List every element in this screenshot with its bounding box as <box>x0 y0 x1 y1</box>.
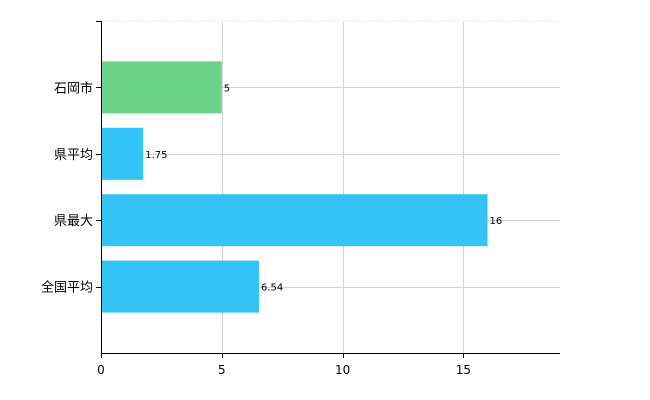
axis-layer <box>96 21 560 358</box>
bar <box>102 194 488 247</box>
category-label: 石岡市 <box>54 80 93 96</box>
x-tick-label: 0 <box>97 363 105 377</box>
category-label: 県最大 <box>54 214 93 229</box>
data-label: 6.54 <box>261 283 283 294</box>
bar <box>102 127 144 180</box>
x-tick-label: 5 <box>218 363 226 377</box>
data-label: 16 <box>490 216 503 227</box>
x-tick-label: 15 <box>456 363 471 377</box>
category-label: 県平均 <box>54 148 93 163</box>
bar <box>102 260 259 313</box>
x-tick-label: 10 <box>335 363 350 377</box>
category-label: 全国平均 <box>41 280 93 296</box>
bar <box>102 61 222 114</box>
data-label: 1.75 <box>145 150 167 161</box>
bars-layer <box>102 61 488 313</box>
data-label: 5 <box>224 83 230 94</box>
